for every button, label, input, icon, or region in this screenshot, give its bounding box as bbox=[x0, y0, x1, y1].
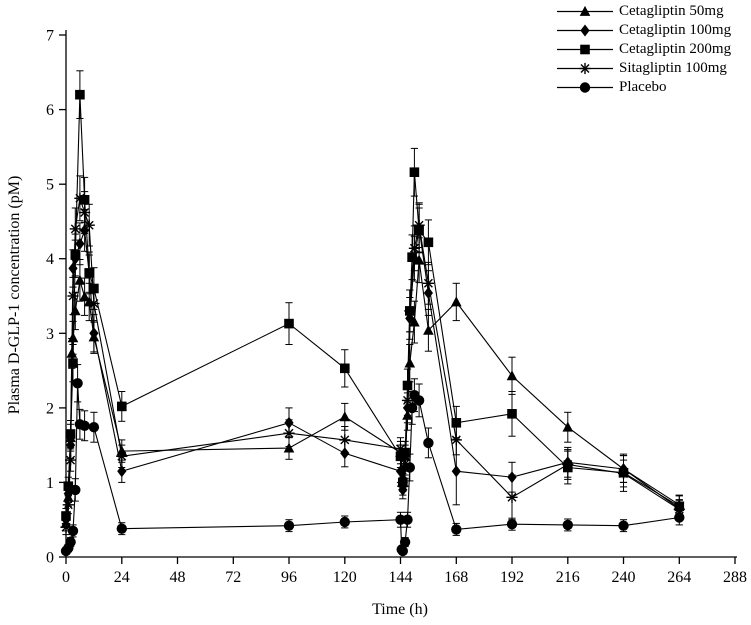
svg-text:0: 0 bbox=[46, 550, 54, 567]
legend-label: Cetagliptin 50mg bbox=[619, 3, 724, 19]
y-axis-title: Plasma D-GLP-1 concentration (pM) bbox=[6, 175, 23, 415]
svg-text:240: 240 bbox=[612, 569, 636, 586]
legend: Cetagliptin 50mg Cetagliptin 100mg Cetag… bbox=[556, 2, 731, 97]
svg-text:72: 72 bbox=[225, 569, 241, 586]
svg-text:192: 192 bbox=[500, 569, 524, 586]
legend-item-sitagliptin-100mg: Sitagliptin 100mg bbox=[556, 59, 731, 78]
legend-item-cetagliptin-50mg: Cetagliptin 50mg bbox=[556, 2, 731, 21]
filled-triangle-marker-icon bbox=[556, 4, 614, 19]
svg-text:96: 96 bbox=[281, 569, 297, 586]
svg-text:24: 24 bbox=[114, 569, 130, 586]
legend-item-cetagliptin-100mg: Cetagliptin 100mg bbox=[556, 21, 731, 40]
legend-label: Cetagliptin 200mg bbox=[619, 41, 732, 57]
svg-text:264: 264 bbox=[667, 569, 691, 586]
svg-text:288: 288 bbox=[723, 569, 747, 586]
svg-text:0: 0 bbox=[62, 569, 70, 586]
star-marker-icon bbox=[556, 61, 614, 76]
svg-text:3: 3 bbox=[46, 326, 54, 343]
legend-label: Sitagliptin 100mg bbox=[619, 60, 727, 76]
svg-text:6: 6 bbox=[46, 102, 54, 119]
filled-square-marker-icon bbox=[556, 42, 614, 57]
legend-item-placebo: Placebo bbox=[556, 78, 731, 97]
svg-text:5: 5 bbox=[46, 177, 54, 194]
x-axis-title: Time (h) bbox=[372, 601, 428, 618]
svg-text:48: 48 bbox=[170, 569, 186, 586]
svg-text:1: 1 bbox=[46, 475, 54, 492]
svg-text:168: 168 bbox=[444, 569, 468, 586]
filled-circle-marker-icon bbox=[556, 80, 614, 95]
legend-label: Placebo bbox=[619, 79, 667, 95]
legend-label: Cetagliptin 100mg bbox=[619, 22, 732, 38]
svg-text:144: 144 bbox=[389, 569, 413, 586]
legend-item-cetagliptin-200mg: Cetagliptin 200mg bbox=[556, 40, 731, 59]
svg-text:7: 7 bbox=[46, 28, 54, 45]
filled-diamond-marker-icon bbox=[556, 23, 614, 38]
svg-text:120: 120 bbox=[333, 569, 357, 586]
svg-text:216: 216 bbox=[556, 569, 580, 586]
svg-text:2: 2 bbox=[46, 400, 54, 417]
svg-text:4: 4 bbox=[46, 251, 54, 268]
